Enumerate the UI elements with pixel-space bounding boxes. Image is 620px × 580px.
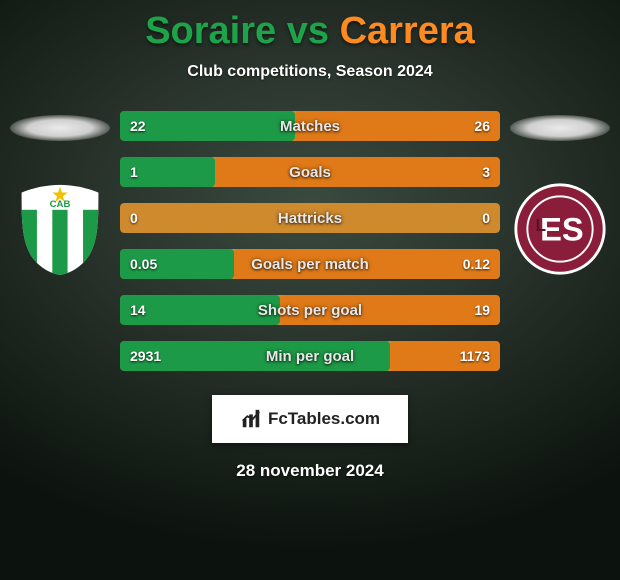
subtitle: Club competitions, Season 2024: [0, 63, 620, 81]
footer-badge[interactable]: FcTables.com: [212, 395, 408, 443]
stat-row: 00Hattricks: [120, 203, 500, 233]
footer-date: 28 november 2024: [0, 461, 620, 481]
team-left-col: CAB: [4, 111, 116, 277]
stat-bar-left: [120, 341, 390, 371]
stat-bar-left: [120, 249, 234, 279]
stat-bar-left: [120, 295, 280, 325]
team-right-col: ES L: [504, 111, 616, 277]
team-right-crest: ES L: [512, 181, 608, 277]
stat-row: 29311173Min per goal: [120, 341, 500, 371]
shadow-ellipse-right: [510, 115, 610, 141]
page-title: Soraire vs Carrera: [0, 0, 620, 53]
stat-bar-right: [295, 111, 500, 141]
svg-text:L: L: [536, 215, 547, 235]
stat-row: 0.050.12Goals per match: [120, 249, 500, 279]
stat-bar-right: [215, 157, 500, 187]
main-row: CAB 2226Matches 13Goals 00Hattricks 0.050.1…: [0, 111, 620, 371]
footer-brand: FcTables.com: [268, 409, 380, 429]
stat-track: [120, 203, 500, 233]
svg-text:CAB: CAB: [50, 199, 71, 210]
stat-bar-right: [390, 341, 500, 371]
stat-bar-left: [120, 157, 215, 187]
player-left-name: Soraire: [145, 10, 276, 52]
stat-bar-right: [234, 249, 500, 279]
team-left-crest: CAB: [12, 181, 108, 277]
stat-row: 2226Matches: [120, 111, 500, 141]
shadow-ellipse-left: [10, 115, 110, 141]
svg-text:ES: ES: [540, 211, 584, 248]
vs-text: vs: [276, 10, 339, 52]
stat-bar-left: [120, 111, 295, 141]
player-right-name: Carrera: [340, 10, 475, 52]
chart-icon: [240, 408, 262, 430]
stat-row: 1419Shots per goal: [120, 295, 500, 325]
stat-bar-right: [280, 295, 500, 325]
stats-column: 2226Matches 13Goals 00Hattricks 0.050.12Goa…: [116, 111, 504, 371]
stat-row: 13Goals: [120, 157, 500, 187]
